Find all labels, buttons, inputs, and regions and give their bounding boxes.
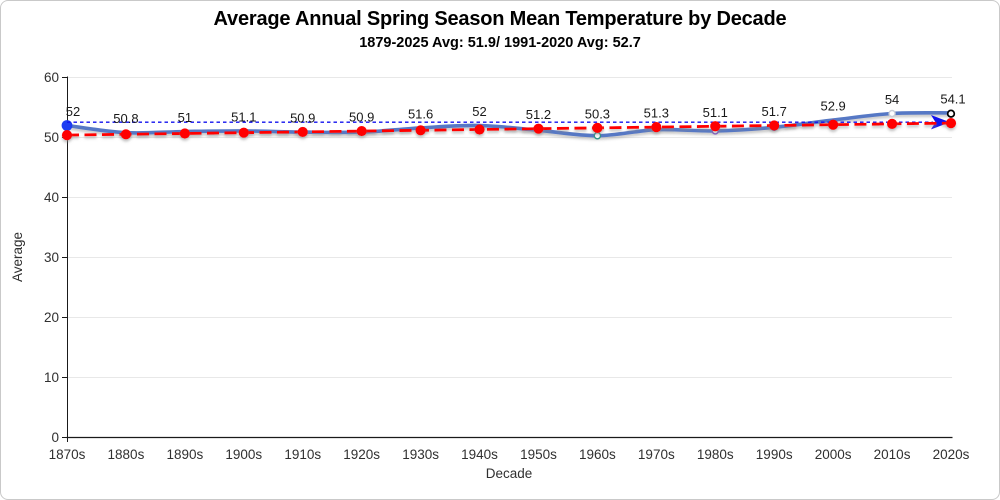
x-tick-label: 1960s: [579, 447, 616, 462]
point-label: 51.6: [408, 106, 433, 121]
trend-dot: [238, 127, 249, 138]
trend-dot: [592, 122, 603, 133]
series-trend: [61, 118, 957, 141]
x-tick-label: 1980s: [697, 447, 734, 462]
trend-dot: [61, 130, 73, 141]
x-tick-label: 1950s: [520, 447, 557, 462]
x-tick-label: 1870s: [49, 447, 86, 462]
point-label: 51.1: [231, 109, 256, 124]
point-label: 54.1: [940, 91, 965, 106]
point-label: 50.3: [585, 106, 610, 121]
point-label: 52: [472, 104, 486, 119]
point-label: 51.2: [526, 107, 551, 122]
x-tick-label: 1990s: [756, 447, 793, 462]
x-tick-label: 1930s: [402, 447, 439, 462]
x-tick-label: 2000s: [815, 447, 852, 462]
reference-line: [67, 115, 950, 130]
trend-dot: [533, 123, 544, 134]
trend-dot: [769, 120, 780, 131]
point-label: 50.9: [290, 110, 315, 125]
point-marker: [593, 131, 602, 140]
trend-dot: [828, 119, 839, 130]
point-label: 54: [885, 92, 899, 107]
trend-dot: [356, 125, 367, 137]
trend-dot: [945, 118, 957, 129]
trend-dot: [651, 122, 662, 133]
point-label: 52: [66, 104, 80, 119]
y-axis-title: Average: [10, 232, 25, 282]
point-label: 52.9: [820, 99, 845, 114]
axes: 0 10 20 30 40 50 60 1870s 1880s 1890s 1900s 1910s 19…: [10, 70, 970, 481]
y-tick-label: 30: [44, 250, 59, 265]
last-point-marker: [946, 109, 956, 118]
trend-line: [66, 121, 952, 137]
point-label: 51.1: [703, 105, 728, 120]
point-label: 50.8: [113, 111, 138, 126]
trend-dot: [710, 121, 721, 132]
point-label: 51.7: [762, 104, 787, 119]
x-axis-title: Decade: [486, 466, 533, 481]
chart-subtitle: 1879-2025 Avg: 51.9/ 1991-2020 Avg: 52.7: [359, 35, 641, 51]
gridlines: [67, 77, 952, 378]
x-tick-label: 2010s: [874, 447, 911, 462]
x-tick-label: 1890s: [166, 447, 203, 462]
y-tick-label: 10: [44, 370, 59, 385]
point-label: 50.9: [349, 110, 374, 125]
trend-dot: [415, 125, 426, 136]
x-tick-label: 1920s: [343, 447, 380, 462]
y-tick-label: 50: [44, 130, 59, 145]
data-labels: 52 50.8 51 51.1 50.9 50.9 51.6 52 51.2 50.3 51.3 51…: [66, 91, 966, 126]
trend-dot: [886, 118, 898, 129]
point-label: 51.3: [644, 106, 669, 121]
x-tick-label: 1910s: [284, 447, 321, 462]
x-tick-label: 1970s: [638, 447, 675, 462]
trend-dot: [474, 124, 485, 135]
trend-dot: [297, 126, 308, 138]
reference-arrow-icon: [931, 115, 950, 130]
x-tick-label: 2020s: [933, 447, 970, 462]
y-tick-label: 0: [51, 430, 59, 445]
trend-dot: [120, 129, 132, 140]
point-label: 51: [178, 110, 192, 125]
x-tick-label: 1940s: [461, 447, 498, 462]
y-tick-label: 20: [44, 310, 59, 325]
x-tick-label: 1880s: [108, 447, 145, 462]
chart-title: Average Annual Spring Season Mean Temper…: [213, 8, 787, 30]
point-marker: [888, 109, 896, 118]
y-tick-label: 40: [44, 190, 59, 205]
y-tick-label: 60: [44, 70, 59, 85]
trend-dot: [179, 128, 190, 139]
x-tick-label: 1900s: [225, 447, 262, 462]
